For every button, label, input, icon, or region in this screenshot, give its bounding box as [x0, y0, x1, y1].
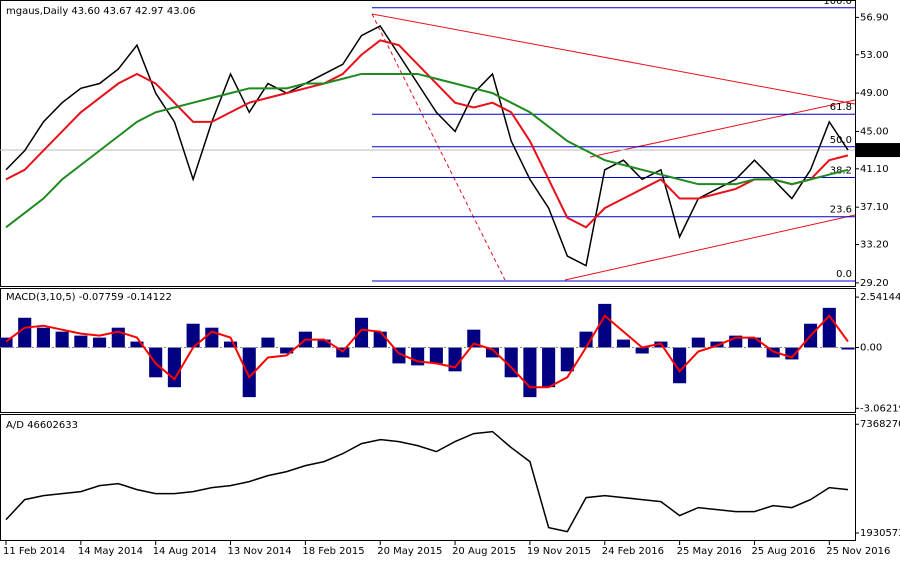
y-tick-label: 56.90 [860, 12, 889, 23]
y-tick-label: 7368270 [860, 419, 900, 430]
y-tick-label: 1930573 [860, 528, 900, 539]
macd-bar [261, 337, 275, 348]
macd-title: MACD(3,10,5) -0.07759 -0.14122 [6, 292, 172, 303]
fib-label: 61.8 [830, 102, 852, 113]
price-title: mgaus,Daily 43.60 43.67 42.97 43.06 [6, 6, 195, 17]
macd-bar [130, 341, 144, 348]
macd-bar [841, 347, 855, 350]
macd-bar [392, 347, 406, 364]
y-tick-label: 37.10 [860, 202, 889, 213]
series-line [5, 39, 849, 229]
macd-bar [55, 331, 69, 348]
macd-bar [0, 337, 13, 348]
macd-bar [467, 329, 481, 348]
macd-bar [747, 337, 761, 348]
trend-line [371, 13, 856, 105]
x-tick-label: 25 Nov 2016 [826, 546, 890, 557]
y-tick-label: 41.10 [860, 164, 889, 175]
x-tick-label: 14 May 2014 [78, 546, 143, 557]
macd-bar [186, 323, 200, 348]
y-tick-label: 53.00 [860, 50, 889, 61]
x-tick-label: 14 Aug 2014 [153, 546, 217, 557]
last-price-label: 43.06 [860, 145, 889, 156]
macd-bar [93, 337, 107, 348]
y-tick-label: 45.00 [860, 126, 889, 137]
macd-bar [560, 347, 574, 372]
series-line [5, 25, 849, 267]
x-tick-label: 25 May 2016 [677, 546, 742, 557]
macd-bar [485, 347, 500, 358]
x-tick-label: 20 May 2015 [377, 546, 442, 557]
macd-bar [242, 347, 256, 398]
macd-bar [223, 341, 238, 348]
fib-label: 0.0 [836, 269, 852, 280]
x-tick-label: 20 Aug 2015 [452, 546, 516, 557]
x-tick-label: 11 Feb 2014 [3, 546, 65, 557]
macd-bar [448, 347, 462, 372]
macd-bar [691, 337, 705, 348]
macd-bar [74, 335, 88, 348]
trend-line [589, 99, 856, 158]
y-tick-label: 49.00 [860, 88, 889, 99]
ad-pane [0, 414, 856, 541]
macd-bar [280, 347, 294, 354]
macd-bar [673, 347, 687, 384]
series-line [5, 430, 849, 533]
macd-bar [373, 331, 387, 348]
macd-bar [354, 317, 369, 348]
macd-bar [542, 347, 556, 388]
macd-bar [822, 307, 836, 348]
y-tick-label: 33.20 [860, 240, 889, 251]
x-tick-label: 18 Feb 2015 [302, 546, 364, 557]
trend-line [564, 214, 856, 281]
x-tick-label: 19 Nov 2015 [527, 546, 591, 557]
macd-bar [429, 347, 443, 364]
x-tick-label: 13 Nov 2014 [228, 546, 292, 557]
macd-bar [167, 347, 181, 388]
y-tick-label: -3.06219 [860, 403, 900, 414]
last-price-box [855, 143, 900, 158]
macd-bar [523, 347, 537, 398]
series-line [5, 72, 849, 229]
series-line [5, 314, 849, 389]
macd-pane [0, 288, 856, 413]
macd-bar [616, 339, 631, 348]
y-tick-label: 2.54144 [860, 292, 900, 303]
macd-bar [598, 303, 612, 348]
y-tick-label: 29.20 [860, 278, 889, 289]
macd-bar [635, 347, 649, 354]
y-tick-label: 0.00 [860, 343, 882, 354]
macd-bar [729, 335, 743, 348]
x-tick-label: 24 Feb 2016 [602, 546, 664, 557]
x-tick-label: 25 Aug 2016 [751, 546, 815, 557]
fib-label: 100.0 [823, 0, 852, 7]
macd-bar [317, 339, 331, 348]
macd-bar [785, 347, 799, 360]
macd-bar [18, 317, 32, 348]
macd-bar [36, 327, 50, 348]
fib-label: 23.6 [830, 205, 852, 216]
ad-title: A/D 46602633 [6, 420, 78, 431]
